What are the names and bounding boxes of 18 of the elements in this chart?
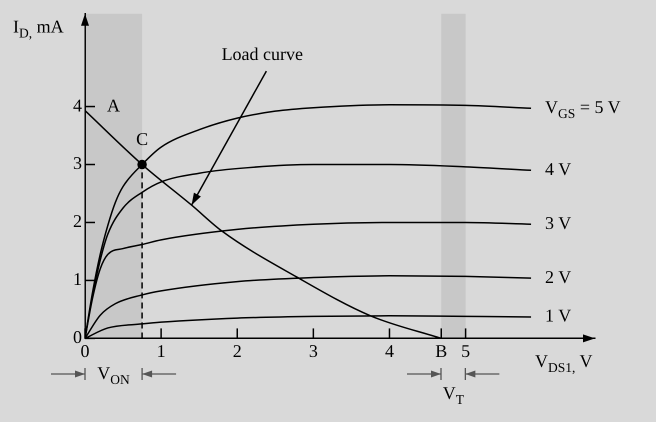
- y-tick-label: 1: [73, 269, 82, 290]
- y-tick-label: 3: [73, 153, 82, 174]
- x-tick-label: 2: [232, 340, 242, 361]
- y-tick-label: 0: [73, 327, 82, 348]
- annotation: C: [136, 129, 148, 150]
- series-label: 4 V: [545, 159, 572, 180]
- x-tick-label: B: [435, 340, 448, 361]
- y-tick-label: 4: [73, 95, 82, 116]
- x-tick-label: 4: [384, 340, 394, 361]
- x-tick-label: 3: [308, 340, 318, 361]
- series-label: 1 V: [545, 306, 572, 326]
- annotation: Load curve: [222, 44, 304, 64]
- series-label: 2 V: [545, 266, 572, 287]
- x-tick-label: 1: [156, 340, 166, 361]
- y-tick-label: 2: [73, 211, 82, 232]
- x-tick-label: 5: [461, 340, 470, 361]
- series-label: 3 V: [545, 212, 572, 233]
- annotation: A: [107, 95, 120, 116]
